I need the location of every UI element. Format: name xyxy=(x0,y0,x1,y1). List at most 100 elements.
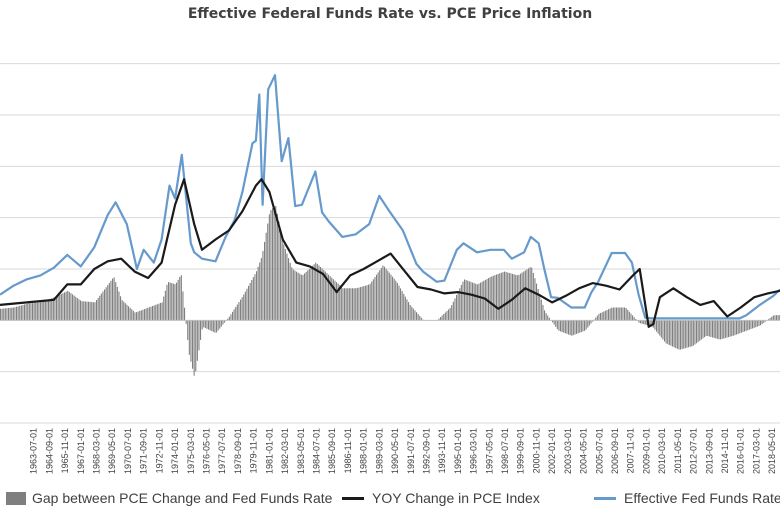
gap-bar xyxy=(19,305,21,321)
gap-bar xyxy=(468,281,470,321)
gap-bar xyxy=(121,300,123,321)
gap-bar xyxy=(624,307,626,321)
gap-bar xyxy=(297,272,299,321)
gap-bar xyxy=(576,320,578,334)
gap-bar xyxy=(582,320,584,332)
gap-bar xyxy=(764,320,766,322)
gap-bar xyxy=(281,237,283,321)
gap-bar xyxy=(452,301,454,321)
gap-bar xyxy=(75,296,77,321)
gap-bar xyxy=(179,276,181,321)
gap-bar xyxy=(761,320,763,325)
gap-bar xyxy=(291,267,293,321)
x-tick-label: 2006-09-01 xyxy=(610,428,620,474)
gap-bar xyxy=(457,291,459,321)
gap-bar xyxy=(758,320,760,326)
gap-bar xyxy=(689,320,691,347)
gap-bar xyxy=(35,302,37,321)
gap-bar xyxy=(220,320,222,327)
gap-bar xyxy=(268,214,270,321)
gap-bar xyxy=(65,291,67,321)
x-tick-label: 2005-07-01 xyxy=(594,428,604,474)
gap-bar xyxy=(276,213,278,321)
gap-bar xyxy=(584,320,586,331)
gap-bar xyxy=(592,320,594,322)
gap-bar xyxy=(44,300,46,321)
gap-bar xyxy=(638,320,640,323)
gap-bar xyxy=(393,278,395,321)
gap-bar xyxy=(307,270,309,321)
gap-bar xyxy=(590,320,592,324)
gap-bar xyxy=(284,248,286,321)
gap-bar xyxy=(635,319,637,321)
gap-bar xyxy=(142,309,144,321)
gap-bar xyxy=(632,315,634,321)
gap-bar xyxy=(156,304,158,321)
x-tick-label: 1986-11-01 xyxy=(343,428,353,473)
x-tick-label: 2010-03-01 xyxy=(657,428,667,474)
gap-bar xyxy=(547,315,549,321)
x-tick-label: 1993-11-01 xyxy=(437,428,447,473)
gap-bar xyxy=(251,280,253,321)
gap-bar xyxy=(28,303,30,321)
gap-bar xyxy=(368,284,370,321)
gap-bar xyxy=(340,286,342,321)
gap-bar xyxy=(294,270,296,321)
gap-bar xyxy=(446,310,448,321)
gap-bar xyxy=(523,271,525,321)
gap-bar xyxy=(683,320,685,349)
gap-bar xyxy=(656,320,658,332)
gap-bar xyxy=(254,274,256,321)
gap-bar xyxy=(566,320,568,334)
x-tick-label: 1999-09-01 xyxy=(516,428,526,474)
gap-bar xyxy=(366,285,368,321)
gap-bar xyxy=(696,320,698,344)
gap-bar xyxy=(56,296,58,321)
gap-bar xyxy=(166,284,168,321)
x-tick-label: 1976-05-01 xyxy=(202,428,212,474)
gap-bar xyxy=(289,262,291,321)
gap-bar xyxy=(702,320,704,339)
gap-bar xyxy=(388,272,390,321)
gap-bar xyxy=(524,270,526,321)
gap-bar xyxy=(80,300,82,321)
gap-bar xyxy=(643,320,645,325)
gap-bar xyxy=(489,277,491,321)
gap-bar xyxy=(67,290,69,321)
gap-bar xyxy=(201,320,203,330)
legend-item-gap: Gap between PCE Change and Fed Funds Rat… xyxy=(6,490,332,506)
gap-bar xyxy=(488,278,490,321)
gap-bar xyxy=(302,274,304,321)
gap-bar xyxy=(164,290,166,321)
x-tick-label: 1964-09-01 xyxy=(44,428,54,474)
gap-bar xyxy=(401,291,403,321)
gap-bar xyxy=(88,301,90,321)
gap-bar xyxy=(395,280,397,321)
gap-bar xyxy=(315,262,317,321)
gap-bar xyxy=(760,320,762,326)
gap-bar xyxy=(536,283,538,321)
gap-bar xyxy=(140,310,142,321)
gap-bar xyxy=(214,320,216,333)
gap-bar xyxy=(17,306,19,321)
gap-bar xyxy=(299,273,301,321)
gap-bar xyxy=(256,271,258,321)
gap-bar xyxy=(32,303,34,321)
gap-bar xyxy=(700,320,702,340)
gap-bar xyxy=(467,280,469,321)
gap-bar xyxy=(262,251,264,321)
x-tick-label: 2002-01-01 xyxy=(547,428,557,474)
gap-bar xyxy=(68,291,70,321)
x-tick-label: 1975-03-01 xyxy=(186,428,196,474)
gap-bar xyxy=(544,310,546,321)
gap-bar xyxy=(670,320,672,346)
x-tick-label: 2003-03-01 xyxy=(563,428,573,474)
gap-bar xyxy=(606,310,608,321)
gap-bar xyxy=(587,320,589,328)
gap-bar xyxy=(707,320,709,337)
gap-bar xyxy=(545,313,547,321)
gap-bar xyxy=(64,292,66,321)
gap-bar xyxy=(641,320,643,324)
x-tick-label: 1989-03-01 xyxy=(374,428,384,474)
gap-bar xyxy=(265,232,267,321)
